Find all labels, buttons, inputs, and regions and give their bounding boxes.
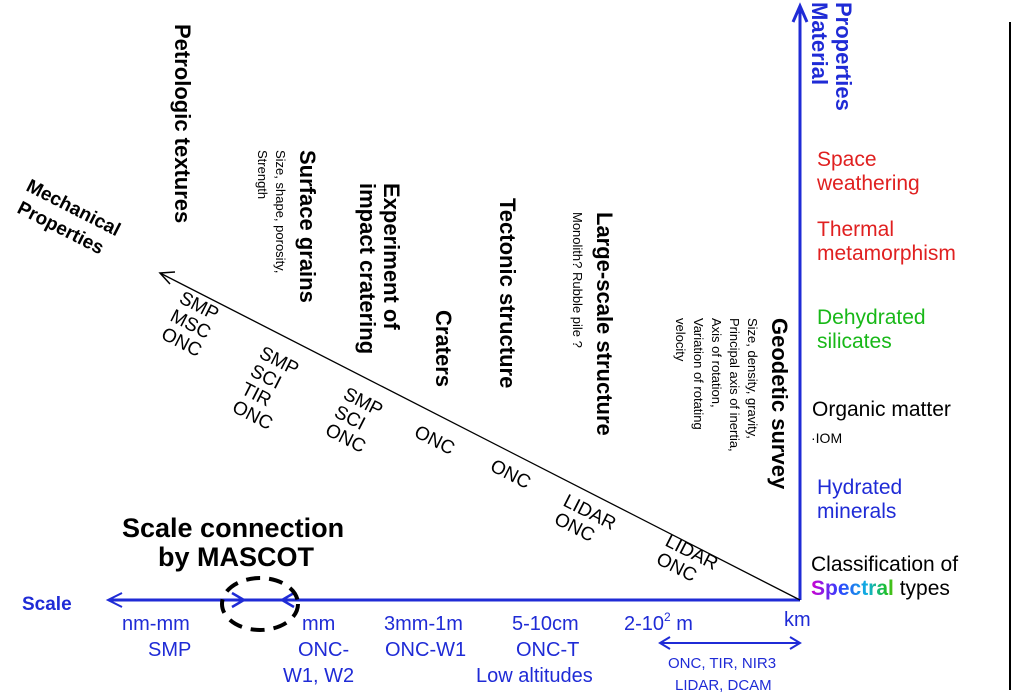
hydrated-minerals-line2: minerals — [817, 500, 896, 523]
topic-impact-line1: Experiment of — [379, 183, 404, 330]
scale-bin-superscript: 2 — [664, 610, 671, 624]
topic-geodetic-survey: Geodetic survey — [767, 318, 792, 490]
thermal-metamorphism-line2: metamorphism — [817, 242, 956, 265]
scale-bin-5-10cm: 5-10cm — [512, 613, 579, 635]
topic-impact-line2: impact cratering — [355, 183, 380, 354]
scale-bin-smp: SMP — [148, 639, 191, 661]
material-properties-label-line2: Properties — [831, 2, 856, 111]
scale-bin-low-altitudes: Low altitudes — [476, 665, 593, 687]
scale-bin-w1w2: W1, W2 — [283, 665, 354, 687]
spectral-word: Spectral — [811, 577, 894, 600]
material-properties-label-line1: Material — [807, 2, 832, 85]
hydrated-minerals-line1: Hydrated — [817, 476, 902, 499]
classification-label: Classification of — [811, 553, 958, 576]
scale-bin-onc-w: ONC- — [298, 639, 349, 661]
scale-bin-nm-mm: nm-mm — [122, 613, 190, 635]
mm-arrowhead-left — [279, 591, 295, 609]
dehydrated-silicates-line2: silicates — [817, 330, 892, 353]
range-arrow-label-line2: LIDAR, DCAM — [675, 677, 772, 694]
topic-petrologic-textures: Petrologic textures — [170, 24, 195, 223]
topic-large-scale-structure: Large-scale structure — [592, 212, 617, 436]
space-weathering-line2: weathering — [816, 172, 920, 195]
topic-surface-grains-detail-line2: Strength — [255, 150, 270, 199]
topic-geodetic-detail-line4: Variation of rotating — [691, 318, 706, 430]
topic-craters: Craters — [431, 310, 456, 387]
dehydrated-silicates-line1: Dehydrated — [817, 306, 926, 329]
scale-axis-arrowhead-left — [105, 592, 123, 608]
thermal-metamorphism-line1: Thermal — [817, 218, 894, 241]
instr-group4-onc: ONC — [411, 422, 458, 460]
mechanical-axis-arrowhead — [158, 271, 176, 285]
space-weathering-line1: Space — [817, 148, 877, 171]
topic-surface-grains: Surface grains — [295, 150, 320, 303]
scale-bin-2-100m: 2-102 m — [624, 610, 693, 635]
scale-connection-line1: Scale connection — [122, 513, 344, 543]
scale-axis-label: Scale — [22, 594, 72, 615]
topic-geodetic-detail-line5: velocity — [673, 318, 688, 362]
range-arrow-label-line1: ONC, TIR, NIR3 — [668, 655, 776, 672]
topic-large-scale-detail: Monolith? Rubble pile ? — [570, 212, 585, 348]
spectral-types-label: Spectral types — [811, 577, 950, 600]
material-axis-arrowhead — [791, 2, 809, 23]
scale-bin-3mm-1m: 3mm-1m — [384, 613, 463, 635]
mechanical-axis-line — [159, 272, 801, 601]
topic-geodetic-detail-line3: Axis of rotation, — [709, 318, 724, 408]
scale-bin-km: km — [784, 609, 811, 631]
nm-mm-arrowhead-right — [231, 591, 247, 609]
scale-bin-onc-t: ONC-T — [516, 639, 579, 661]
scale-bin-mm: mm — [302, 613, 335, 635]
iom-label: ·IOM — [811, 430, 842, 446]
topic-geodetic-detail-line2: Principal axis of inertia, — [727, 318, 742, 452]
range-arrowhead-right — [789, 636, 802, 650]
topic-surface-grains-detail-line1: Size, shape, porosity, — [273, 150, 288, 273]
topic-tectonic-structure: Tectonic structure — [495, 198, 520, 388]
topic-geodetic-detail-line1: Size, density, gravity, — [745, 318, 760, 439]
instr-group5-onc: ONC — [487, 456, 534, 494]
scale-bin-m: m — [671, 613, 693, 635]
scale-connection-line2: by MASCOT — [158, 542, 315, 572]
mascot-dashed-ellipse — [220, 576, 300, 632]
scale-bin-onc-w1: ONC-W1 — [385, 639, 466, 661]
types-word: types — [894, 577, 950, 600]
organic-matter-label: Organic matter — [812, 398, 951, 421]
range-arrowhead-left — [658, 636, 671, 650]
